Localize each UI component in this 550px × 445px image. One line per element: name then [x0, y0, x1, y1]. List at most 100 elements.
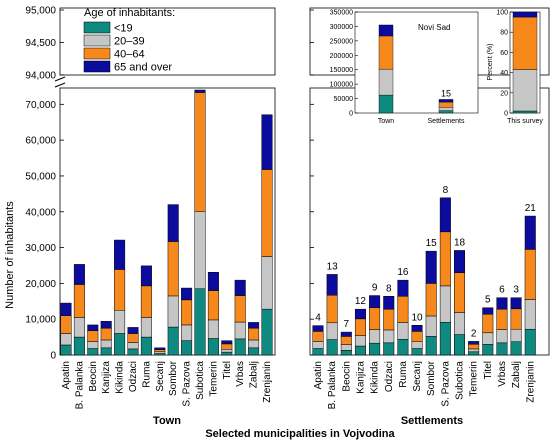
bar-town-titel-65andover [221, 340, 233, 345]
inset-y-tick-label: 80 [500, 30, 508, 37]
bar-town-spazova-2039 [181, 324, 193, 341]
bar-town-zabalj-19 [248, 347, 260, 356]
bar-settlements-bpalanka-4064 [326, 294, 338, 324]
inset-bar-town-2039 [378, 68, 394, 96]
inset-bar-settlements-19 [438, 110, 454, 114]
bar-town-zabalj-65andover [248, 322, 260, 329]
bar-settlements-vrbas-2039 [496, 329, 508, 344]
bar-settlements-zabalj-65andover [510, 297, 522, 310]
x-tick-label: Subotica [455, 361, 466, 400]
bar-settlements-kanjiza-4064 [354, 318, 366, 336]
inset-bar-settlements-4064 [438, 101, 454, 108]
bar-settlements-beocin-65andover [340, 331, 352, 337]
x-tick-label: Titel [222, 361, 233, 380]
bar-town-vrbas-65andover [234, 279, 246, 296]
bar-town-zabalj-2039 [248, 339, 260, 349]
inset-x-tick-label: This survey [507, 118, 543, 125]
x-tick-label: Beocin [341, 361, 352, 392]
x-tick-label: Titel [483, 361, 494, 380]
bar-town-bpalanka-65andover [73, 264, 85, 285]
bar-town-kanjiza-2039 [100, 339, 112, 349]
bar-settlements-apatin-2039 [312, 341, 324, 349]
bar-settlements-secanj-65andover [411, 325, 423, 332]
x-tick-label: Apatin [61, 361, 72, 389]
bar-town-odzaci-19 [127, 348, 139, 356]
bar-town-temerin-65andover [207, 272, 219, 291]
bar-settlements-beocin-19 [340, 350, 352, 356]
y-axis-title: Number of inhabitants [4, 201, 16, 309]
bar-settlements-titel-2039 [482, 332, 494, 345]
x-tick-label: Ruma [398, 361, 409, 388]
bar-town-spazova-19 [181, 340, 193, 356]
x-tick-label: Kanjiza [355, 361, 366, 394]
bar-settlements-sombor-4064 [425, 283, 437, 317]
bar-town-secanj-4064 [154, 349, 166, 353]
inset-novi-sad: 0 50000 100000 150000 200000 250000 300000 3500… [330, 10, 479, 125]
bar-settlements-subotica-2039 [454, 312, 465, 335]
bar-town-bpalanka-2039 [73, 317, 85, 338]
bar-town-ruma-65andover [140, 265, 152, 287]
bar-settlements-kikinda-19 [369, 342, 381, 356]
bar-settlements-ruma-4064 [397, 296, 409, 323]
bar-settlements-spazova-19 [439, 322, 451, 356]
bar-settlements-zabalj-19 [510, 341, 522, 356]
y-tick-label: 30,000 [25, 243, 56, 254]
inset-y-tick-label: 0 [504, 111, 508, 118]
legend-label: 40–64 [114, 49, 145, 61]
bar-settlements-sombor-19 [425, 336, 437, 356]
data-label-settlement-count: 3 [513, 285, 519, 296]
bar-settlements-spazova-2039 [439, 285, 451, 323]
x-tick-label: Beocin [88, 361, 99, 392]
bar-town-zrenjanin-4064 [261, 169, 273, 257]
legend-title: Age of inhabitants: [84, 7, 175, 19]
bar-settlements-odzaci-65andover [383, 296, 395, 310]
bar-town-zrenjanin-19 [261, 308, 273, 356]
bar-settlements-temerin-19 [468, 351, 480, 356]
legend-swatch [83, 47, 111, 60]
inset-bar-survey-2039 [512, 69, 538, 112]
x-tick-label: Vrbas [235, 361, 246, 387]
inset-bar-settlements-2039 [438, 107, 454, 111]
data-label-settlement-count: 6 [499, 285, 505, 296]
bar-town-temerin-2039 [207, 319, 219, 339]
bar-settlements-zrenjanin-4064 [524, 249, 536, 300]
bar-settlements-zrenjanin-2039 [524, 299, 536, 330]
inset-y-tick-label: 60 [500, 50, 508, 57]
bar-settlements-ruma-2039 [397, 322, 409, 340]
bar-town-subotica-65andover [194, 89, 206, 93]
bar-settlements-subotica-4064 [454, 272, 465, 313]
bar-town-sombor-4064 [167, 241, 179, 297]
x-tick-label: Zabalj [249, 361, 260, 388]
bar-town-odzaci-2039 [127, 342, 139, 350]
inset-bar-survey-4064 [512, 16, 538, 70]
inset-y-tick-label: 0 [349, 111, 353, 118]
bar-town-apatin-2039 [60, 333, 72, 346]
bar-settlements-titel-19 [482, 344, 494, 356]
inset-bar-survey-65andover [512, 11, 538, 18]
x-tick-label: Zabalj [511, 361, 522, 388]
bar-town-zrenjanin-65andover [261, 114, 273, 170]
bar-settlements-apatin-4064 [312, 331, 324, 342]
x-tick-label: Kikinda [370, 361, 381, 394]
bar-town-titel-2039 [221, 349, 233, 353]
data-label-settlement-count: 21 [525, 203, 537, 214]
x-tick-label: Apatin [313, 361, 324, 389]
y-tick-label: 10,000 [25, 315, 56, 326]
bar-town-apatin-65andover [60, 302, 72, 316]
bar-town-secanj-65andover [154, 347, 166, 350]
bar-town-kanjiza-65andover [100, 321, 112, 329]
bar-town-temerin-19 [207, 338, 219, 356]
bar-settlements-temerin-4064 [468, 344, 480, 350]
bar-town-zabalj-4064 [248, 327, 260, 341]
bar-settlements-ruma-65andover [397, 279, 409, 297]
bar-settlements-zabalj-4064 [510, 308, 522, 330]
axis-break-mark [54, 76, 66, 82]
bar-town-sombor-19 [167, 326, 179, 356]
bar-town-subotica-19 [194, 288, 206, 356]
x-tick-label: Kikinda [115, 361, 126, 394]
y-tick-label: 70,000 [25, 100, 56, 111]
bar-town-beocin-65andover [87, 324, 99, 331]
bar-settlements-vrbas-65andover [496, 297, 508, 310]
x-tick-label: B. Palanka [327, 361, 338, 410]
bar-settlements-titel-4064 [482, 313, 494, 334]
